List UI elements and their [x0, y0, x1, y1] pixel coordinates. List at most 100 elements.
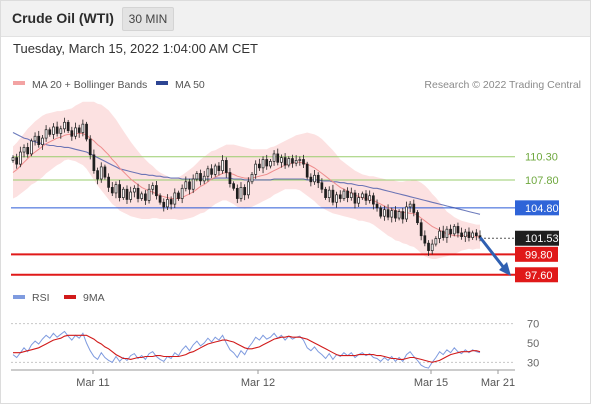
level-value-97.60: 97.60 [525, 270, 553, 282]
candle-body [471, 232, 474, 238]
candle-body [416, 212, 419, 224]
candle-body [59, 128, 63, 134]
candle-body [158, 195, 162, 203]
research-credit: Research © 2022 Trading Central [424, 79, 581, 91]
candle-body [99, 166, 103, 180]
ma50-legend-label: MA 50 [175, 79, 205, 91]
candle-body [74, 127, 77, 137]
candle-body [250, 174, 254, 183]
candle-body [11, 157, 15, 161]
candle-body [114, 184, 118, 194]
candle-body [199, 173, 202, 182]
candle-body [327, 189, 331, 198]
candle-body [283, 157, 287, 166]
candle-body [184, 181, 188, 189]
candle-body [265, 159, 269, 167]
candle-body [419, 222, 423, 237]
candle-body [48, 129, 52, 135]
candle-body [177, 192, 180, 199]
candle-body [313, 174, 316, 183]
rsi-ma-legend-label: 9MA [83, 292, 105, 304]
candle-body [383, 209, 386, 217]
candle-body [147, 188, 151, 201]
candle-body [173, 192, 177, 205]
candle-body [291, 158, 294, 164]
candle-body [195, 173, 199, 180]
rsi-legend-label: RSI [32, 292, 50, 304]
candle-body [162, 201, 166, 208]
candle-body [103, 166, 107, 178]
candle-body [338, 194, 342, 199]
candle-body [213, 165, 217, 175]
candle-body [394, 210, 397, 219]
candle-body [30, 140, 33, 155]
candle-body [258, 163, 261, 169]
candle-body [191, 178, 195, 190]
candle-body [294, 160, 298, 164]
candle-body [37, 135, 41, 145]
candle-body [302, 159, 305, 165]
candle-body [228, 172, 232, 185]
candle-body [309, 176, 313, 183]
candle-body [33, 135, 37, 142]
candle-body [96, 170, 99, 180]
candle-body [316, 174, 320, 184]
candle-body [449, 228, 452, 235]
candle-body [324, 188, 327, 198]
candle-body [166, 199, 169, 208]
candle-body [235, 187, 239, 199]
candle-body [346, 190, 349, 198]
candle-body [412, 203, 416, 213]
candle-body [298, 159, 302, 161]
candle-body [349, 192, 353, 198]
candle-body [144, 193, 147, 201]
candle-body [445, 228, 449, 238]
level-tag-97.60 [515, 267, 558, 283]
candle-body [452, 226, 456, 235]
candle-body [19, 151, 22, 165]
ma20-legend-swatch [13, 81, 25, 85]
candle-body [386, 209, 390, 218]
timeframe-button[interactable]: 30 MIN [122, 7, 174, 31]
candle-body [107, 176, 110, 188]
candle-body [188, 181, 191, 190]
timestamp-label: Tuesday, March 15, 2022 1:04:00 AM CET [13, 41, 258, 56]
forecast-arrow-shaft [479, 237, 506, 270]
rsi-tick-70: 70 [527, 319, 539, 331]
rsi-panel: 70 50 30 [11, 319, 539, 369]
candle-body [246, 181, 250, 196]
candle-body [353, 192, 357, 204]
candle-body [427, 242, 430, 251]
candle-body [375, 203, 379, 209]
candle-body [121, 188, 125, 198]
candle-body [136, 187, 140, 199]
candle-body [460, 232, 463, 238]
x-axis: Mar 11 Mar 12 Mar 15 Mar 21 [76, 370, 515, 389]
forecast-arrow [479, 237, 511, 276]
candle-body [151, 185, 155, 190]
candle-body [125, 188, 129, 200]
candle-body [77, 127, 81, 133]
candle-body [232, 183, 235, 189]
candle-body [272, 153, 276, 162]
rsi-line [12, 330, 481, 369]
candle-body [408, 203, 412, 208]
level-value-104.80: 104.80 [525, 203, 559, 215]
candle-body [239, 187, 243, 199]
candle-body [434, 238, 438, 245]
candle-body [331, 189, 335, 203]
level-labels: 110.30 107.80 104.80 101.53 99.80 97.60 [515, 152, 559, 283]
candle-body [430, 243, 434, 251]
rsi-legend-swatch [13, 295, 25, 299]
candle-body [320, 182, 324, 190]
candle-body [129, 191, 133, 200]
candle-body [423, 235, 427, 244]
candle-body [372, 195, 375, 205]
candle-body [261, 159, 265, 169]
candlesticks [11, 117, 482, 256]
ma20-legend-label: MA 20 + Bollinger Bands [32, 79, 147, 91]
candle-body [360, 193, 364, 198]
candle-body [269, 160, 272, 167]
instrument-title: Crude Oil (WTI) [12, 10, 114, 26]
